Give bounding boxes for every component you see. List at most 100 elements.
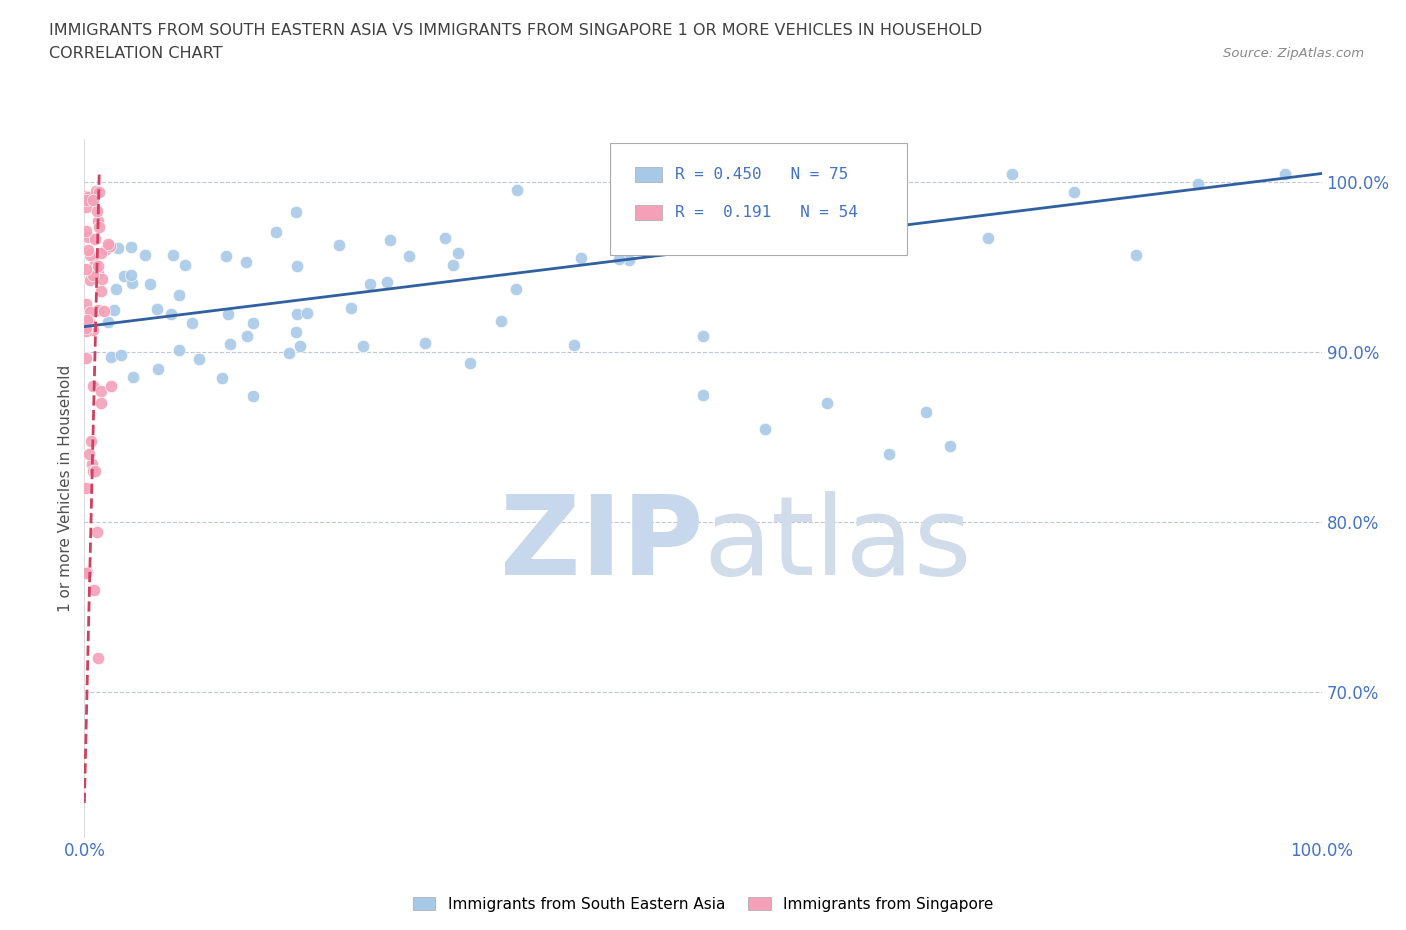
- Point: [76, 312, 98, 327]
- Point: [75, 324, 97, 339]
- Text: IMMIGRANTS FROM SOUTH EASTERN ASIA VS IMMIGRANTS FROM SINGAPORE 1 OR MORE VEHICL: IMMIGRANTS FROM SOUTH EASTERN ASIA VS IM…: [49, 23, 983, 38]
- Point: [285, 205, 308, 219]
- Point: [1125, 247, 1147, 262]
- Point: [121, 369, 143, 384]
- Point: [77, 243, 100, 258]
- Point: [352, 339, 374, 353]
- Point: [562, 338, 585, 352]
- Point: [815, 396, 838, 411]
- Point: [100, 379, 122, 393]
- Point: [82, 193, 104, 207]
- Point: [82, 457, 104, 472]
- Text: ZIP: ZIP: [499, 490, 703, 598]
- Point: [87, 265, 110, 280]
- Text: atlas: atlas: [703, 490, 972, 598]
- Point: [79, 433, 101, 448]
- Point: [120, 268, 142, 283]
- Point: [86, 525, 108, 539]
- Point: [1063, 185, 1085, 200]
- Point: [506, 182, 529, 197]
- Point: [167, 343, 190, 358]
- Point: [211, 370, 233, 385]
- Point: [976, 231, 998, 246]
- Point: [75, 321, 97, 336]
- Point: [98, 238, 121, 253]
- Point: [75, 193, 97, 207]
- Point: [505, 282, 527, 297]
- Point: [107, 241, 129, 256]
- Point: [75, 199, 97, 214]
- Point: [290, 339, 312, 353]
- Point: [105, 282, 128, 297]
- Point: [489, 313, 512, 328]
- Point: [340, 300, 363, 315]
- Point: [160, 307, 183, 322]
- Point: [75, 351, 97, 365]
- Point: [146, 361, 169, 376]
- Point: [180, 316, 202, 331]
- Point: [877, 232, 900, 246]
- Point: [83, 583, 105, 598]
- Point: [458, 355, 481, 370]
- Point: [91, 272, 114, 286]
- Point: [84, 183, 107, 198]
- Point: [79, 304, 101, 319]
- Y-axis label: 1 or more Vehicles in Household: 1 or more Vehicles in Household: [58, 365, 73, 612]
- Point: [82, 268, 104, 283]
- FancyBboxPatch shape: [636, 205, 662, 220]
- Point: [285, 325, 308, 339]
- Point: [112, 269, 135, 284]
- Point: [90, 246, 112, 260]
- Point: [75, 481, 97, 496]
- Point: [569, 250, 592, 265]
- Point: [692, 329, 714, 344]
- Point: [110, 348, 132, 363]
- Point: [76, 565, 98, 579]
- Point: [413, 335, 436, 350]
- Point: [79, 247, 101, 262]
- Point: [79, 192, 101, 206]
- Point: [754, 421, 776, 436]
- Point: [215, 248, 238, 263]
- Point: [82, 464, 104, 479]
- Legend: Immigrants from South Eastern Asia, Immigrants from Singapore: Immigrants from South Eastern Asia, Immi…: [406, 890, 1000, 918]
- Point: [87, 651, 110, 666]
- Point: [447, 246, 470, 260]
- Point: [120, 239, 142, 254]
- Point: [264, 225, 287, 240]
- Point: [77, 190, 100, 205]
- Point: [914, 405, 936, 419]
- Point: [235, 255, 257, 270]
- Point: [295, 306, 318, 321]
- Point: [93, 303, 115, 318]
- Point: [187, 352, 209, 366]
- Text: R = 0.450   N = 75: R = 0.450 N = 75: [675, 166, 848, 182]
- Text: R =  0.191   N = 54: R = 0.191 N = 54: [675, 206, 858, 220]
- Point: [97, 236, 120, 251]
- Point: [242, 315, 264, 330]
- Point: [75, 262, 97, 277]
- Point: [146, 301, 169, 316]
- Point: [100, 350, 122, 365]
- FancyBboxPatch shape: [610, 143, 907, 255]
- Point: [217, 307, 239, 322]
- Point: [236, 328, 259, 343]
- Point: [219, 337, 242, 352]
- Point: [443, 258, 465, 272]
- Point: [84, 257, 107, 272]
- Point: [285, 306, 308, 321]
- FancyBboxPatch shape: [636, 166, 662, 182]
- Point: [434, 231, 457, 246]
- Point: [87, 213, 110, 228]
- Point: [607, 252, 630, 267]
- Point: [75, 189, 97, 204]
- Point: [398, 249, 420, 264]
- Point: [84, 464, 107, 479]
- Point: [75, 318, 97, 333]
- Point: [375, 274, 398, 289]
- Point: [75, 223, 97, 238]
- Point: [619, 253, 641, 268]
- Point: [86, 204, 108, 219]
- Point: [1187, 177, 1209, 192]
- Point: [278, 345, 301, 360]
